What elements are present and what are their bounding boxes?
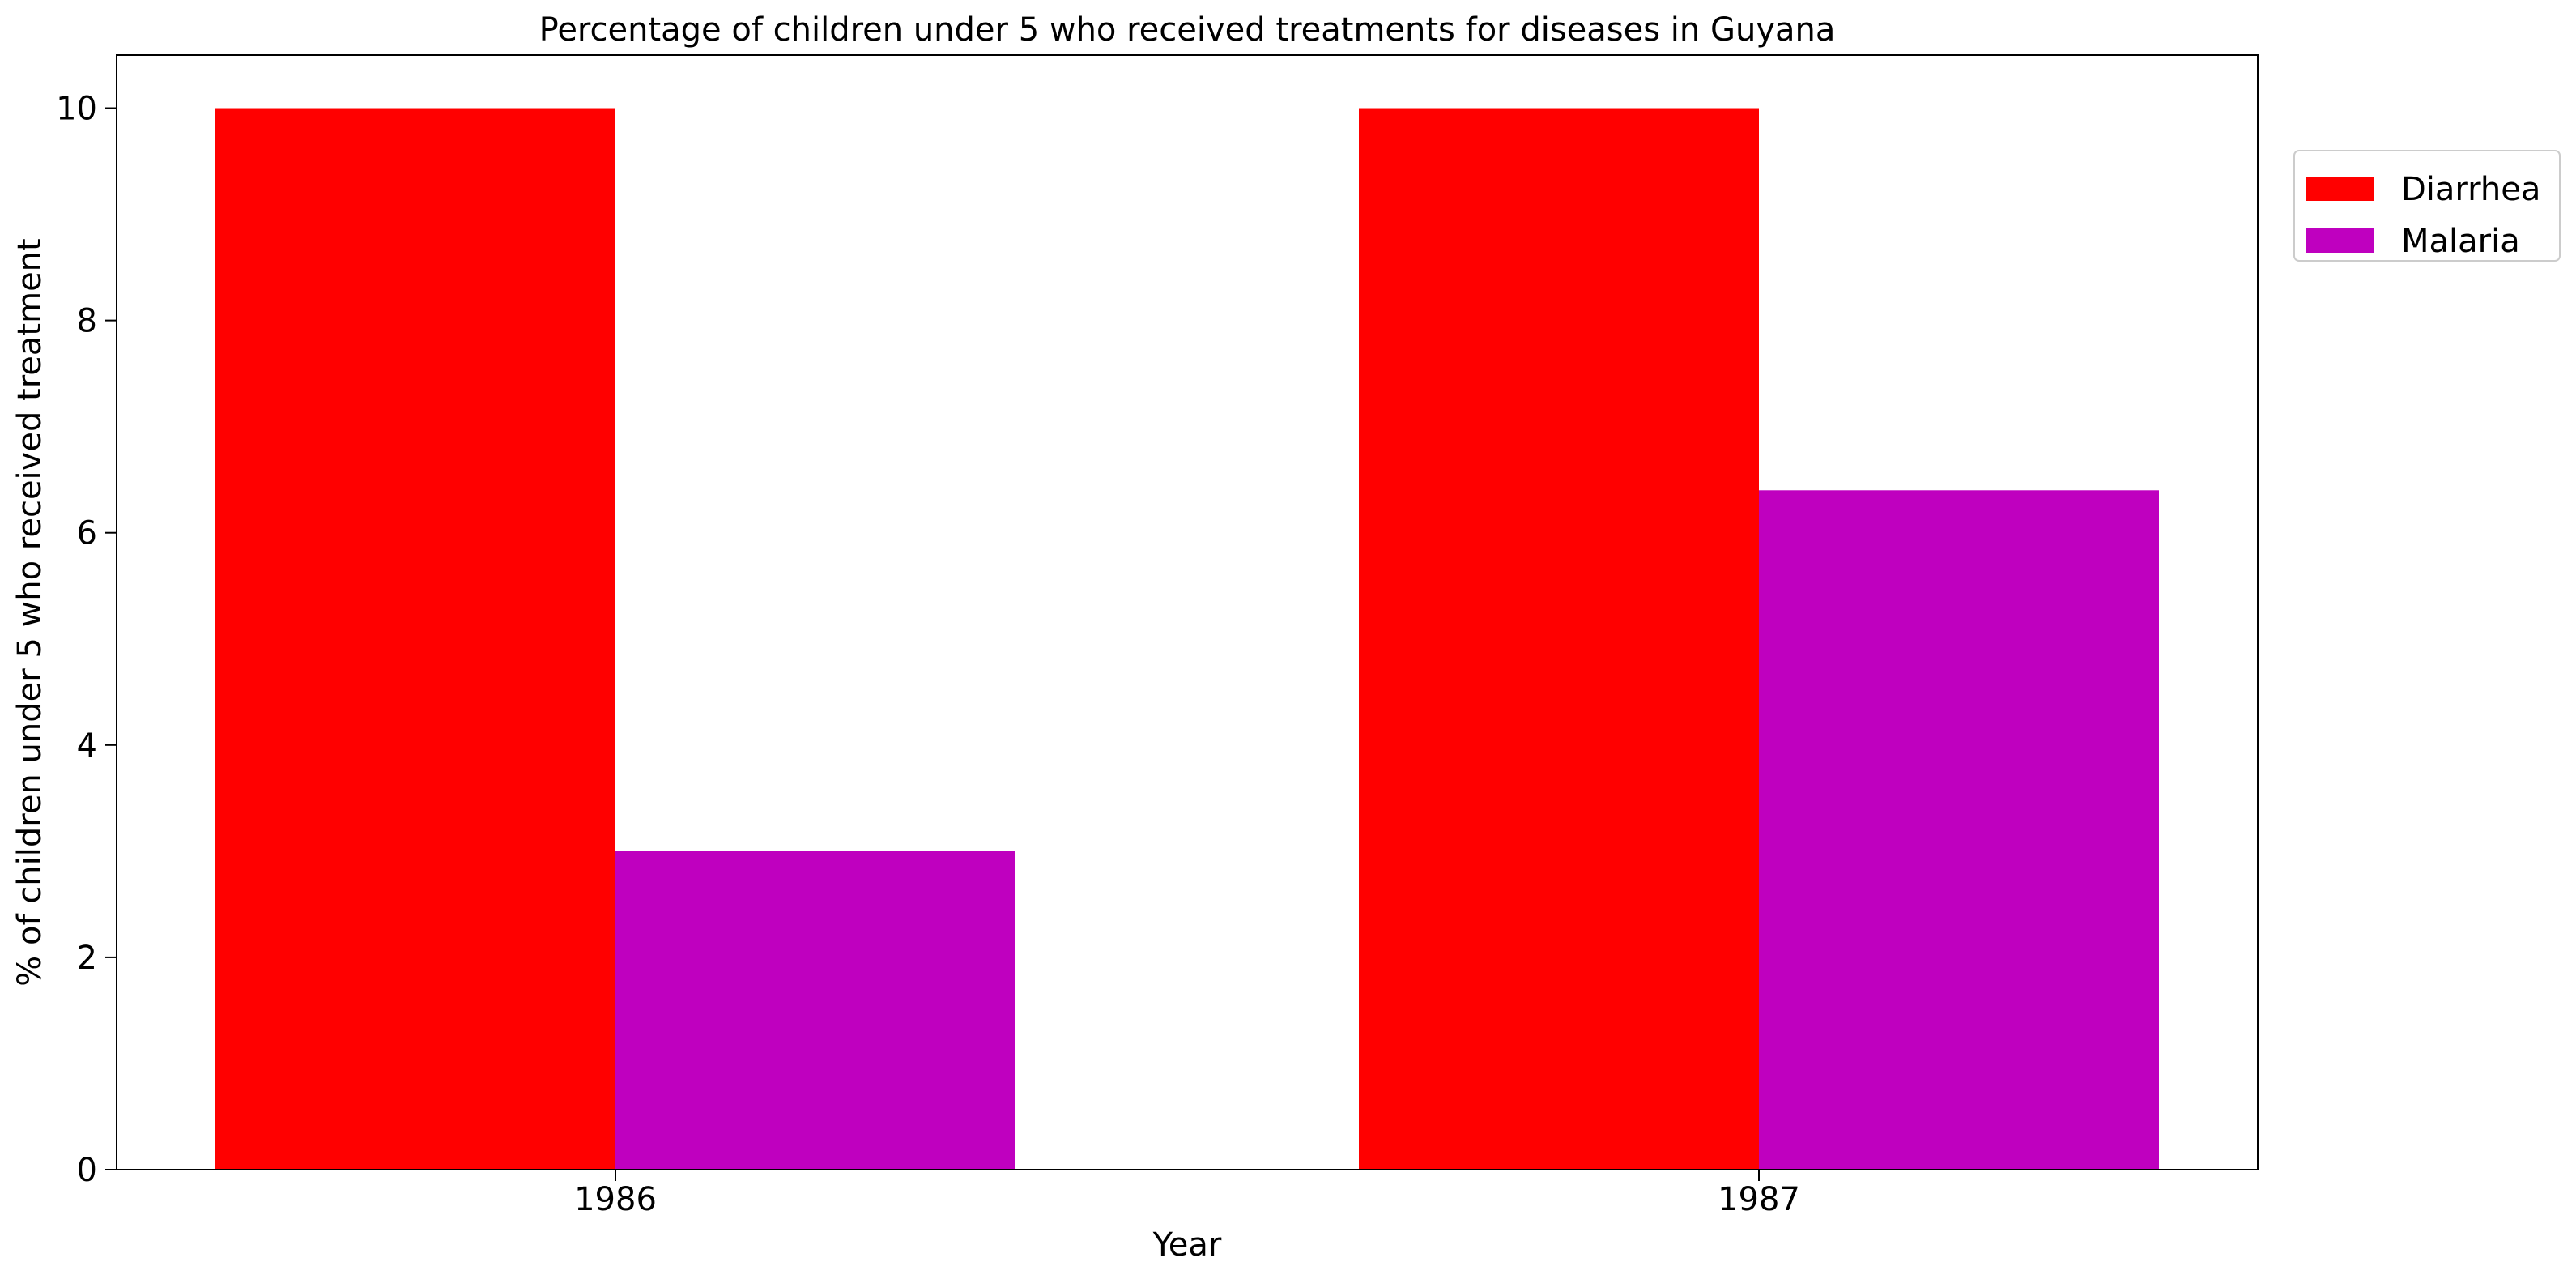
x-tick-label: 1987	[1718, 1181, 1800, 1218]
x-tick-label: 1986	[574, 1181, 657, 1218]
x-axis-label: Year	[1152, 1226, 1222, 1264]
legend-label-malaria: Malaria	[2401, 223, 2520, 260]
y-tick-label: 2	[77, 940, 97, 977]
y-tick-label: 6	[77, 515, 97, 552]
bar-malaria-1986	[615, 851, 1015, 1170]
legend-swatch-diarrhea	[2306, 177, 2374, 201]
bars-layer	[215, 108, 2159, 1170]
ticks-layer: 0 2 4 6 8 10 1986 1987	[56, 91, 1800, 1218]
chart-title: Percentage of children under 5 who recei…	[539, 11, 1836, 49]
y-axis-label: % of children under 5 who received treat…	[11, 238, 49, 986]
y-tick-label: 8	[77, 303, 97, 340]
legend-swatch-malaria	[2306, 228, 2374, 253]
bar-diarrhea-1986	[215, 108, 615, 1170]
y-tick-label: 10	[56, 91, 97, 128]
y-tick-label: 0	[77, 1152, 97, 1189]
bar-malaria-1987	[1759, 490, 2159, 1170]
bar-diarrhea-1987	[1359, 108, 1759, 1170]
y-tick-label: 4	[77, 727, 97, 765]
legend-label-diarrhea: Diarrhea	[2401, 171, 2540, 208]
plot-frame	[116, 54, 2259, 1170]
legend: Diarrhea Malaria	[2293, 150, 2561, 262]
